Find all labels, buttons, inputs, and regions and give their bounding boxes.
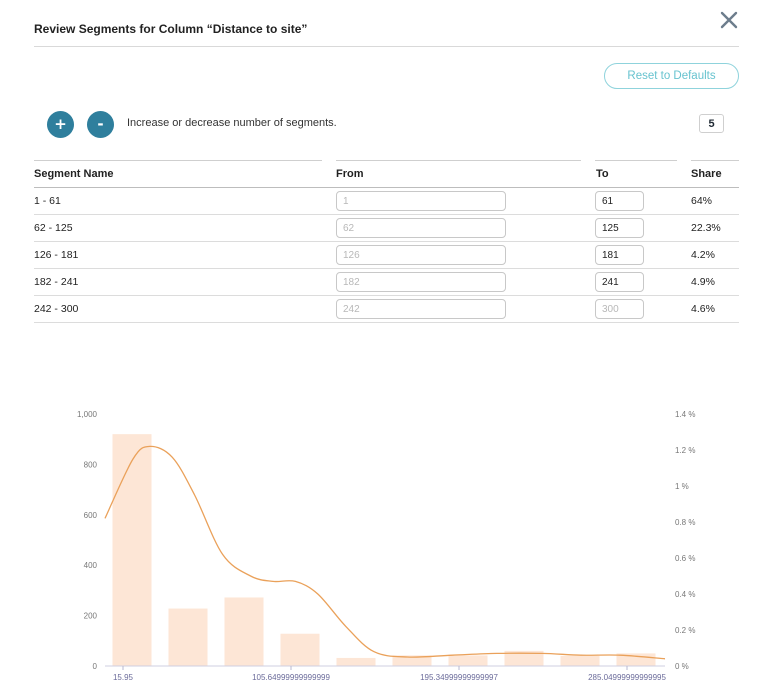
increase-segments-button[interactable]: +: [47, 111, 74, 138]
chart-bar: [336, 657, 376, 666]
segment-share: 4.9%: [691, 276, 715, 288]
column-header-to: To: [596, 168, 609, 180]
segment-share: 4.2%: [691, 249, 715, 261]
chart-bar: [448, 655, 488, 666]
segment-name: 62 - 125: [34, 222, 73, 234]
from-input[interactable]: 126: [336, 245, 506, 265]
chart-bar: [504, 650, 544, 666]
y2-tick-label: 0.4 %: [675, 590, 695, 599]
segments-help-text: Increase or decrease number of segments.: [127, 117, 337, 129]
density-line: [104, 445, 666, 660]
distribution-chart: 0 200 400 600 800 1,000 0 % 0.2 % 0.4 % 0.6 % 0.8 …: [77, 410, 696, 682]
y2-tick-label: 0 %: [675, 662, 689, 671]
from-input[interactable]: 182: [336, 272, 506, 292]
y2-tick-label: 1.4 %: [675, 410, 695, 419]
reset-to-defaults-button[interactable]: Reset to Defaults: [604, 63, 739, 89]
x-tick-label: 105.64999999999999: [252, 673, 330, 682]
to-input[interactable]: 125: [595, 218, 644, 238]
row-divider: [34, 268, 739, 269]
y-tick-label: 0: [93, 662, 98, 671]
chart-bar: [168, 608, 208, 666]
row-divider: [34, 322, 739, 323]
column-header-from: From: [336, 168, 364, 180]
chart-bar: [560, 655, 600, 666]
segment-name: 126 - 181: [34, 249, 79, 261]
to-input[interactable]: 300: [595, 299, 644, 319]
row-divider: [34, 214, 739, 215]
decrease-segments-button[interactable]: -: [87, 111, 114, 138]
column-header-share: Share: [691, 168, 722, 180]
from-input[interactable]: 62: [336, 218, 506, 238]
segment-share: 22.3%: [691, 222, 721, 234]
segment-name: 242 - 300: [34, 303, 79, 315]
y2-tick-label: 0.8 %: [675, 518, 695, 527]
x-tick-label: 285.04999999999995: [588, 673, 666, 682]
header-rule-from: [336, 160, 581, 161]
table-header-divider: [34, 187, 739, 188]
chart-bar: [392, 655, 432, 666]
y-tick-label: 600: [84, 511, 98, 520]
close-icon[interactable]: [719, 10, 739, 30]
segment-name: 182 - 241: [34, 276, 79, 288]
y-tick-label: 800: [84, 460, 98, 469]
header-rule-name: [34, 160, 322, 161]
header-rule-to: [595, 160, 677, 161]
dialog-title: Review Segments for Column “Distance to …: [34, 22, 308, 36]
header-rule-share: [691, 160, 739, 161]
y2-tick-label: 0.6 %: [675, 554, 695, 563]
to-input[interactable]: 61: [595, 191, 644, 211]
y2-tick-label: 1.2 %: [675, 446, 695, 455]
from-input[interactable]: 1: [336, 191, 506, 211]
x-tick-label: 15.95: [113, 673, 134, 682]
column-header-name: Segment Name: [34, 168, 114, 180]
segment-name: 1 - 61: [34, 195, 61, 207]
y2-tick-label: 1 %: [675, 482, 689, 491]
from-input[interactable]: 242: [336, 299, 506, 319]
chart-bar: [112, 434, 152, 666]
y-tick-label: 200: [84, 612, 98, 621]
y-tick-label: 400: [84, 561, 98, 570]
y-tick-label: 1,000: [77, 410, 98, 419]
chart-bar: [280, 633, 320, 666]
to-input[interactable]: 241: [595, 272, 644, 292]
x-tick-label: 195.34999999999997: [420, 673, 498, 682]
segment-share: 4.6%: [691, 303, 715, 315]
row-divider: [34, 241, 739, 242]
to-input[interactable]: 181: [595, 245, 644, 265]
segment-share: 64%: [691, 195, 713, 207]
y2-tick-label: 0.2 %: [675, 626, 695, 635]
segment-count-badge: 5: [699, 114, 724, 133]
title-divider: [34, 46, 739, 47]
chart-bar: [224, 597, 264, 666]
row-divider: [34, 295, 739, 296]
